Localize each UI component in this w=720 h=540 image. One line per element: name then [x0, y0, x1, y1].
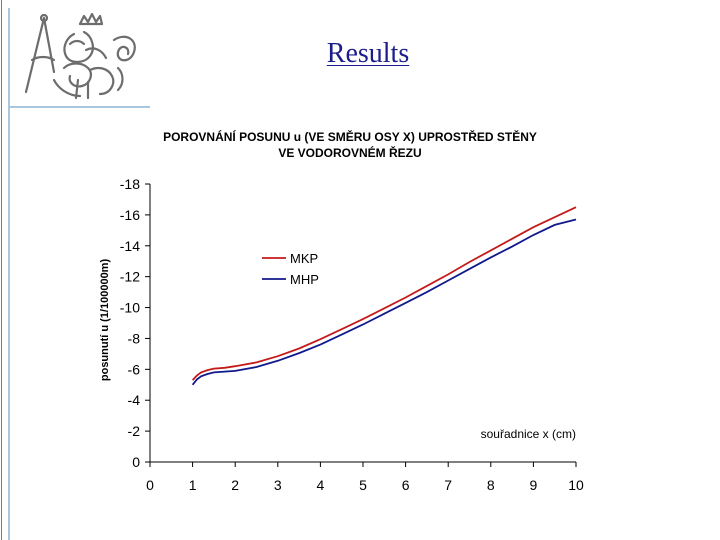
- logo-underline-rule: [8, 106, 150, 108]
- x-tick-label: 2: [231, 477, 239, 493]
- y-tick-label: 0: [132, 454, 140, 470]
- x-tick-label: 1: [189, 477, 197, 493]
- y-tick-label: -16: [120, 207, 140, 223]
- x-tick-label: 3: [274, 477, 282, 493]
- page-title: Results: [326, 38, 410, 69]
- y-tick-label: -18: [120, 176, 140, 192]
- left-edge-line: [1, 0, 2, 540]
- y-tick-label: -4: [128, 392, 141, 408]
- x-tick-label: 5: [359, 477, 367, 493]
- y-tick-label: -12: [120, 269, 140, 285]
- series-line-mkp: [191, 206, 577, 381]
- x-tick-label: 10: [568, 477, 584, 493]
- y-tick-label: -8: [128, 330, 141, 346]
- y-tick-label: -10: [120, 300, 140, 316]
- y-tick-label: -6: [128, 361, 141, 377]
- x-tick-label: 7: [444, 477, 452, 493]
- y-tick-label: -2: [128, 423, 141, 439]
- x-tick-label: 4: [317, 477, 325, 493]
- x-tick-label: 0: [146, 477, 154, 493]
- legend-label-mhp: MHP: [290, 272, 319, 287]
- chart-title-line-1: POROVNÁNÍ POSUNU u (VE SMĚRU OSY X) UPRO…: [163, 129, 537, 144]
- chart-title-line-2: VE VODOROVNÉM ŘEZU: [278, 145, 421, 160]
- x-tick-label: 8: [487, 477, 495, 493]
- y-tick-label: -14: [120, 238, 140, 254]
- legend-label-mkp: MKP: [290, 251, 318, 266]
- x-tick-label: 9: [530, 477, 538, 493]
- series-line-mhp: [191, 218, 577, 386]
- ctu-lion-monogram-logo: [24, 12, 136, 100]
- x-axis-label: souřadnice x (cm): [481, 427, 576, 441]
- left-accent-rule: [8, 8, 10, 540]
- y-axis-label: posunutí u (1/100000m): [99, 259, 111, 382]
- x-tick-label: 6: [402, 477, 410, 493]
